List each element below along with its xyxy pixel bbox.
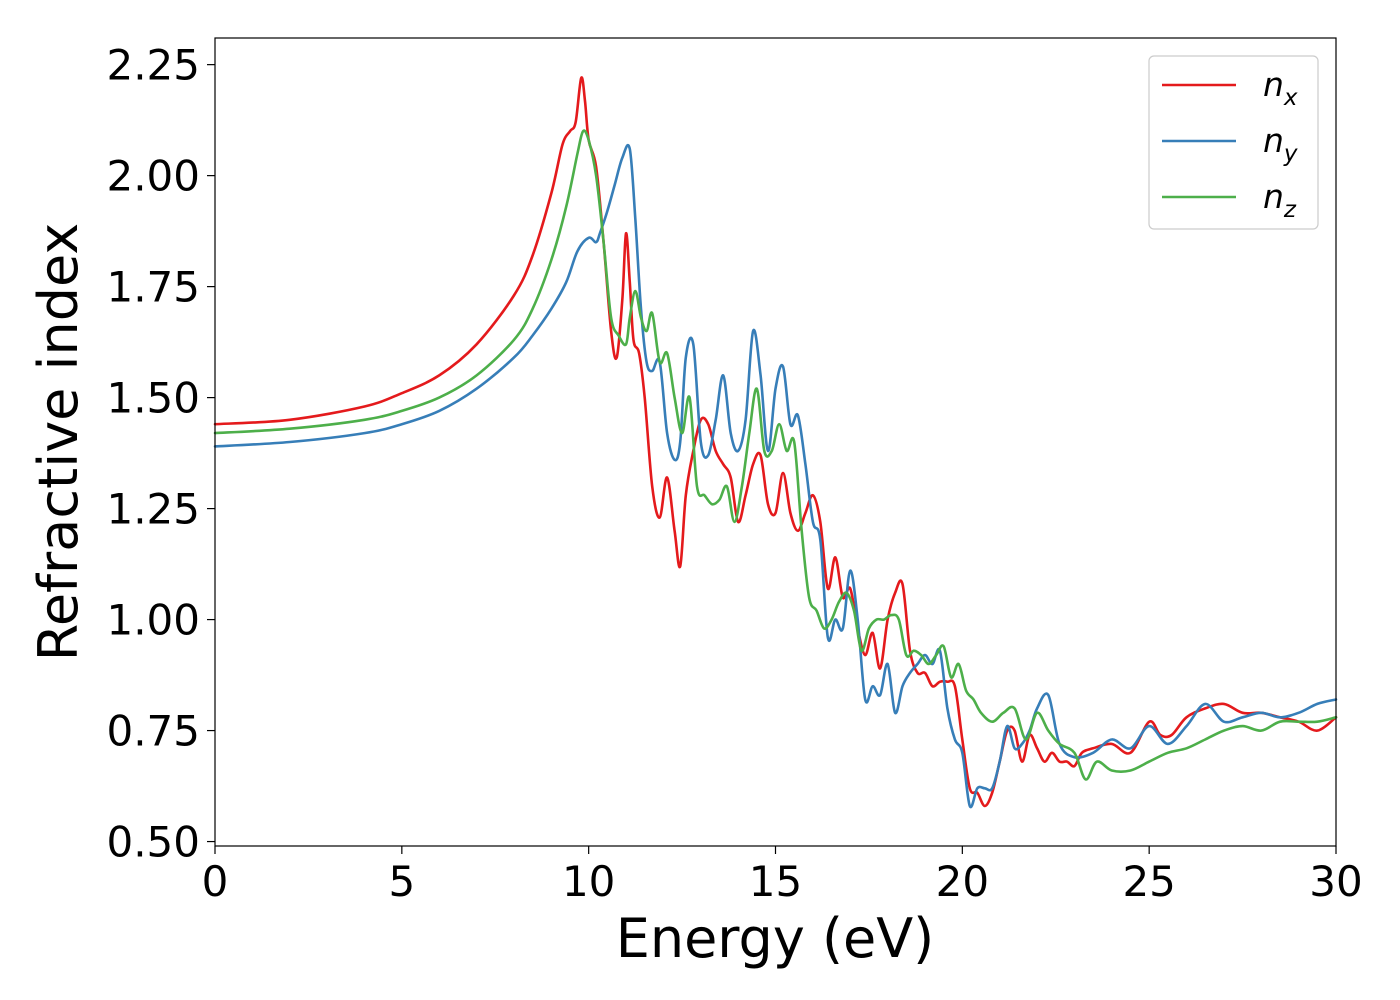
y-tick-label: 1.75 <box>106 263 200 312</box>
x-tick-label: 10 <box>562 857 615 906</box>
y-tick-label: 1.50 <box>106 374 200 423</box>
x-axis-label: Energy (eV) <box>616 907 935 970</box>
y-tick-label: 2.25 <box>106 41 200 90</box>
series-layer <box>213 76 1338 809</box>
series-line-nz <box>213 129 1338 781</box>
y-tick-label: 2.00 <box>106 152 200 201</box>
x-tick-label: 20 <box>936 857 989 906</box>
y-tick-label: 0.50 <box>106 818 200 867</box>
y-axis-label: Refractive index <box>27 223 90 662</box>
x-tick-label: 5 <box>388 857 415 906</box>
series-line-ny <box>213 143 1338 809</box>
y-tick-label: 1.25 <box>106 485 200 534</box>
x-tick-label: 30 <box>1309 857 1362 906</box>
legend-box <box>1148 55 1319 230</box>
x-tick-label: 15 <box>749 857 802 906</box>
y-tick-label: 0.75 <box>106 707 200 756</box>
x-tick-label: 25 <box>1122 857 1175 906</box>
y-axis-ticks: 0.50 0.75 1.00 1.25 1.50 1.75 2.00 2.25 <box>106 41 215 867</box>
x-axis-ticks: 0 5 10 15 20 25 30 <box>202 846 1363 906</box>
x-tick-label: 0 <box>202 857 229 906</box>
y-tick-label: 1.00 <box>106 596 200 645</box>
